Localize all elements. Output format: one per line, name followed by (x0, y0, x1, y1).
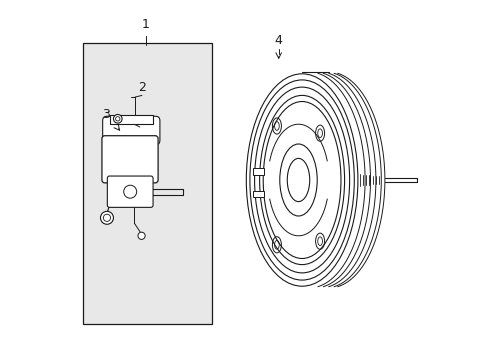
Circle shape (103, 214, 110, 221)
Bar (253, 191, 263, 197)
Circle shape (113, 114, 122, 123)
Bar (82, 43, 212, 324)
Text: 2: 2 (138, 81, 145, 94)
Text: 4: 4 (274, 34, 282, 47)
Circle shape (115, 117, 120, 121)
Text: 3: 3 (102, 108, 110, 121)
FancyBboxPatch shape (107, 176, 153, 207)
FancyBboxPatch shape (102, 116, 160, 145)
FancyBboxPatch shape (102, 136, 158, 183)
Circle shape (123, 185, 137, 198)
Circle shape (138, 232, 145, 239)
Circle shape (101, 211, 113, 224)
Text: 1: 1 (141, 18, 149, 31)
Bar (253, 168, 263, 175)
Bar (109, 115, 152, 124)
